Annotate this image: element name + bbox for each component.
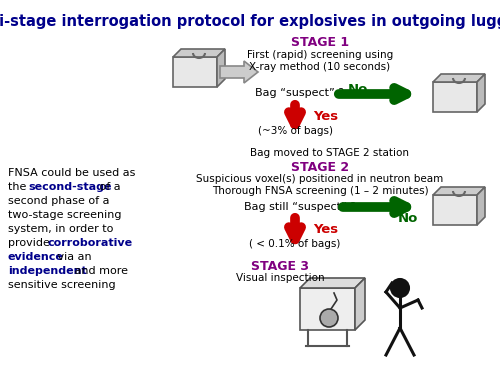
Text: ( < 0.1% of bags): ( < 0.1% of bags) (250, 239, 340, 249)
Text: STAGE 2: STAGE 2 (291, 161, 349, 174)
Circle shape (391, 279, 409, 297)
Text: the: the (8, 182, 30, 192)
Text: STAGE 1: STAGE 1 (291, 36, 349, 49)
Text: No: No (348, 83, 368, 96)
Text: and more: and more (71, 266, 128, 276)
Text: (~3% of bags): (~3% of bags) (258, 126, 332, 136)
Text: independent: independent (8, 266, 87, 276)
Text: of a: of a (96, 182, 120, 192)
Text: two-stage screening: two-stage screening (8, 210, 121, 220)
Polygon shape (433, 82, 477, 112)
Text: system, in order to: system, in order to (8, 224, 114, 234)
Polygon shape (217, 49, 225, 87)
Text: Multi-stage interrogation protocol for explosives in outgoing luggage: Multi-stage interrogation protocol for e… (0, 14, 500, 29)
Text: Thorough FNSA screening (1 – 2 minutes): Thorough FNSA screening (1 – 2 minutes) (212, 186, 428, 196)
Text: second-stage: second-stage (28, 182, 112, 192)
Polygon shape (355, 278, 365, 330)
Text: STAGE 3: STAGE 3 (251, 260, 309, 273)
Polygon shape (433, 74, 485, 82)
Text: First (rapid) screening using: First (rapid) screening using (247, 50, 393, 60)
Polygon shape (433, 195, 477, 225)
Text: X-ray method (10 seconds): X-ray method (10 seconds) (250, 62, 390, 72)
FancyArrow shape (220, 61, 258, 83)
Text: second phase of a: second phase of a (8, 196, 110, 206)
Text: Bag moved to STAGE 2 station: Bag moved to STAGE 2 station (250, 148, 410, 158)
Polygon shape (300, 278, 365, 288)
Text: Bag “suspect” ?: Bag “suspect” ? (256, 88, 344, 98)
Polygon shape (477, 74, 485, 112)
Polygon shape (173, 57, 217, 87)
Text: sensitive screening: sensitive screening (8, 280, 116, 290)
Polygon shape (300, 288, 355, 330)
Text: evidence: evidence (8, 252, 64, 262)
Polygon shape (173, 49, 225, 57)
Text: corroborative: corroborative (48, 238, 133, 248)
Text: provide: provide (8, 238, 54, 248)
Polygon shape (477, 187, 485, 225)
Text: via an: via an (54, 252, 92, 262)
Text: Visual inspection: Visual inspection (236, 273, 324, 283)
Text: Yes: Yes (313, 110, 338, 123)
Circle shape (320, 309, 338, 327)
Text: FNSA could be used as: FNSA could be used as (8, 168, 136, 178)
Polygon shape (433, 187, 485, 195)
Text: Yes: Yes (313, 223, 338, 236)
Text: Suspicious voxel(s) positioned in neutron beam: Suspicious voxel(s) positioned in neutro… (196, 174, 444, 184)
Text: Bag still “suspect” ?: Bag still “suspect” ? (244, 202, 356, 212)
Text: No: No (398, 212, 418, 225)
